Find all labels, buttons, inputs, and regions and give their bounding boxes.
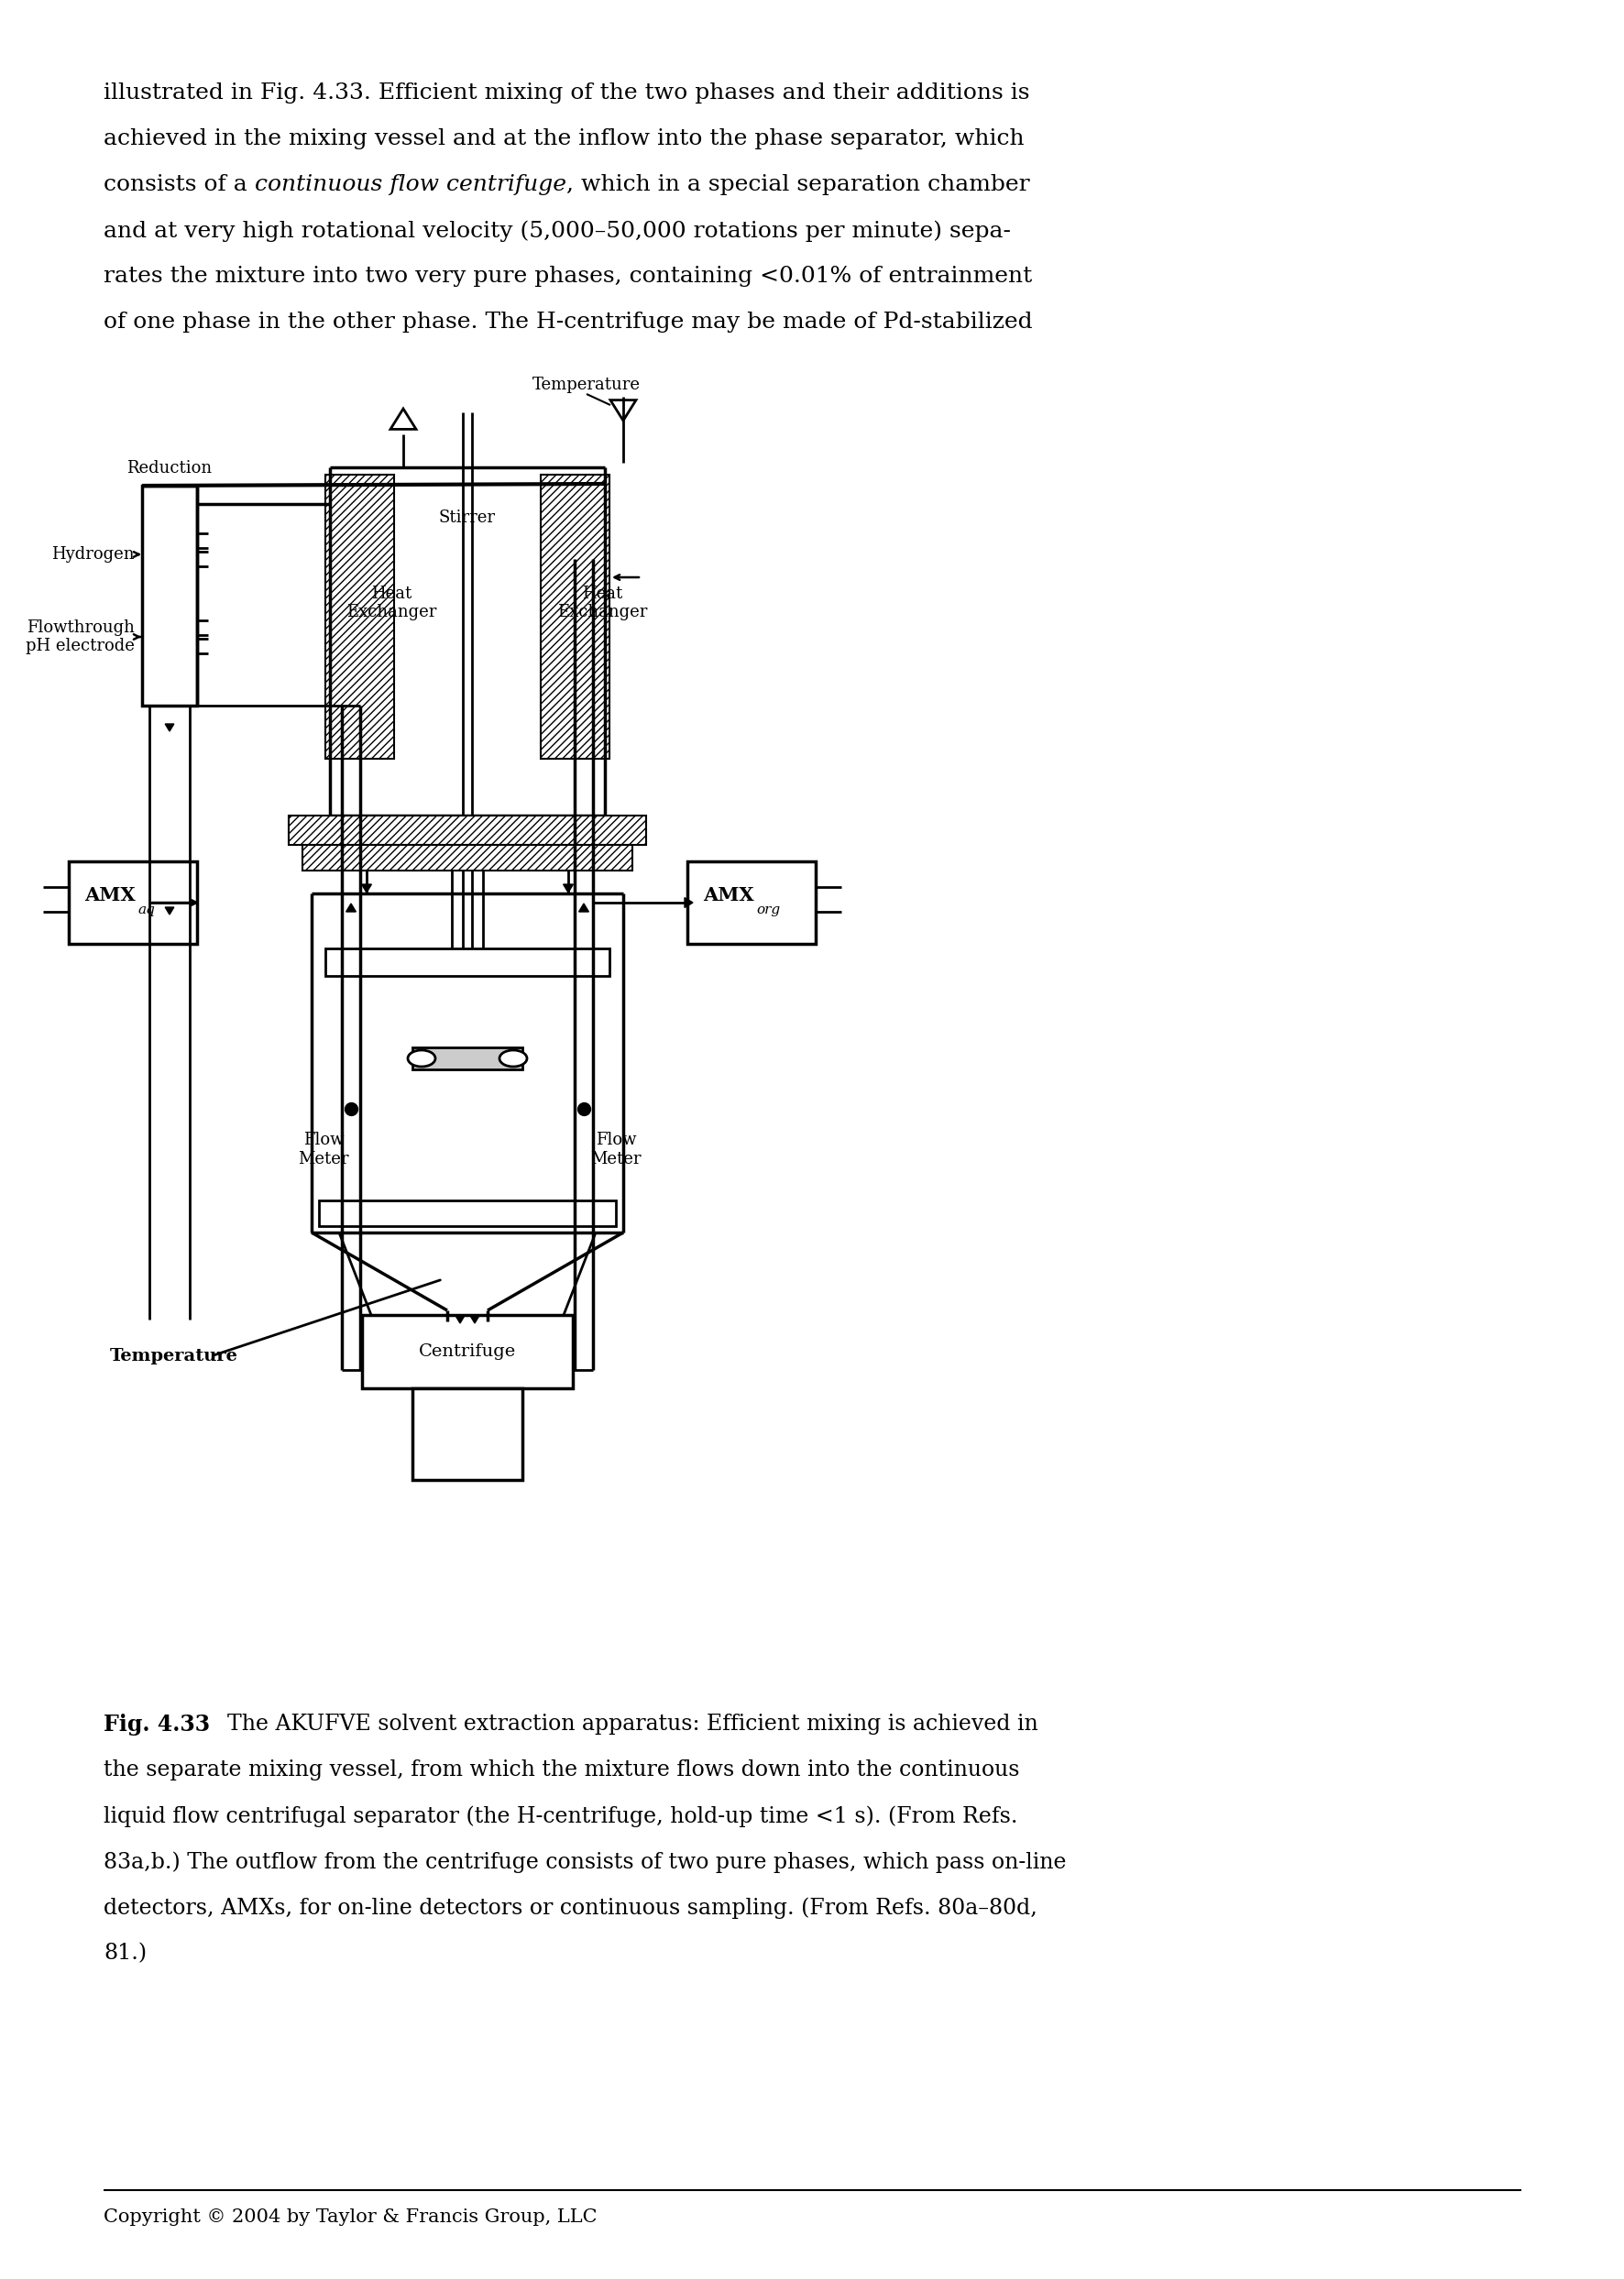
Text: 81.): 81.) bbox=[104, 1942, 146, 1964]
Text: Fig. 4.33: Fig. 4.33 bbox=[104, 1714, 209, 1737]
Text: Heat
Exchanger: Heat Exchanger bbox=[557, 586, 648, 620]
Polygon shape bbox=[166, 907, 174, 914]
Text: 83a,b.) The outflow from the centrifuge consists of two pure phases, which pass : 83a,b.) The outflow from the centrifuge … bbox=[104, 1851, 1067, 1873]
Bar bbox=[302, 846, 632, 871]
Text: AMX: AMX bbox=[703, 887, 754, 905]
Bar bbox=[687, 861, 815, 944]
Text: , which in a special separation chamber: , which in a special separation chamber bbox=[567, 173, 1030, 196]
Text: Temperature: Temperature bbox=[533, 376, 640, 392]
Text: Flowthrough
pH electrode: Flowthrough pH electrode bbox=[26, 620, 135, 654]
Text: Reduction: Reduction bbox=[127, 460, 213, 476]
Bar bbox=[68, 861, 197, 944]
Text: aq: aq bbox=[138, 902, 154, 916]
Bar bbox=[541, 474, 609, 759]
Polygon shape bbox=[455, 1315, 464, 1324]
Text: Heat
Exchanger: Heat Exchanger bbox=[346, 586, 437, 620]
Text: of one phase in the other phase. The H-centrifuge may be made of Pd-stabilized: of one phase in the other phase. The H-c… bbox=[104, 312, 1033, 333]
Text: Flow
Meter: Flow Meter bbox=[591, 1133, 641, 1167]
Text: Stirrer: Stirrer bbox=[438, 510, 495, 526]
Text: illustrated in Fig. 4.33. Efficient mixing of the two phases and their additions: illustrated in Fig. 4.33. Efficient mixi… bbox=[104, 82, 1030, 103]
Polygon shape bbox=[685, 898, 693, 907]
Bar bbox=[412, 1388, 523, 1479]
Text: continuous flow centrifuge: continuous flow centrifuge bbox=[255, 173, 567, 196]
Polygon shape bbox=[390, 408, 416, 428]
Text: org: org bbox=[757, 902, 780, 916]
Text: Temperature: Temperature bbox=[110, 1347, 239, 1365]
Text: Hydrogen: Hydrogen bbox=[52, 547, 135, 563]
Text: rates the mixture into two very pure phases, containing <0.01% of entrainment: rates the mixture into two very pure pha… bbox=[104, 267, 1033, 287]
Polygon shape bbox=[362, 884, 372, 893]
Text: liquid flow centrifugal separator (the H-centrifuge, hold-up time <1 s). (From R: liquid flow centrifugal separator (the H… bbox=[104, 1805, 1018, 1828]
Polygon shape bbox=[346, 902, 356, 912]
Text: consists of a: consists of a bbox=[104, 173, 255, 196]
Bar bbox=[318, 1201, 615, 1226]
Polygon shape bbox=[564, 884, 573, 893]
Text: Flow
Meter: Flow Meter bbox=[299, 1133, 349, 1167]
Ellipse shape bbox=[500, 1051, 526, 1067]
Bar bbox=[412, 1048, 523, 1069]
Text: AMX: AMX bbox=[84, 887, 135, 905]
Polygon shape bbox=[578, 902, 590, 912]
Text: Copyright © 2004 by Taylor & Francis Group, LLC: Copyright © 2004 by Taylor & Francis Gro… bbox=[104, 2208, 598, 2227]
Polygon shape bbox=[611, 401, 637, 422]
Bar bbox=[289, 816, 646, 846]
Bar bbox=[362, 1315, 573, 1388]
Text: detectors, AMXs, for on-line detectors or continuous sampling. (From Refs. 80a–8: detectors, AMXs, for on-line detectors o… bbox=[104, 1896, 1038, 1919]
Text: achieved in the mixing vessel and at the inflow into the phase separator, which: achieved in the mixing vessel and at the… bbox=[104, 128, 1025, 150]
Bar bbox=[141, 485, 197, 706]
Polygon shape bbox=[166, 725, 174, 732]
Bar bbox=[325, 474, 395, 759]
Polygon shape bbox=[469, 1315, 479, 1324]
Text: the separate mixing vessel, from which the mixture flows down into the continuou: the separate mixing vessel, from which t… bbox=[104, 1759, 1020, 1780]
Text: Centrifuge: Centrifuge bbox=[419, 1342, 516, 1361]
Text: and at very high rotational velocity (5,000–50,000 rotations per minute) sepa-: and at very high rotational velocity (5,… bbox=[104, 221, 1010, 242]
Bar bbox=[325, 948, 609, 975]
Ellipse shape bbox=[408, 1051, 435, 1067]
Text: The AKUFVE solvent extraction apparatus: Efficient mixing is achieved in: The AKUFVE solvent extraction apparatus:… bbox=[213, 1714, 1038, 1734]
